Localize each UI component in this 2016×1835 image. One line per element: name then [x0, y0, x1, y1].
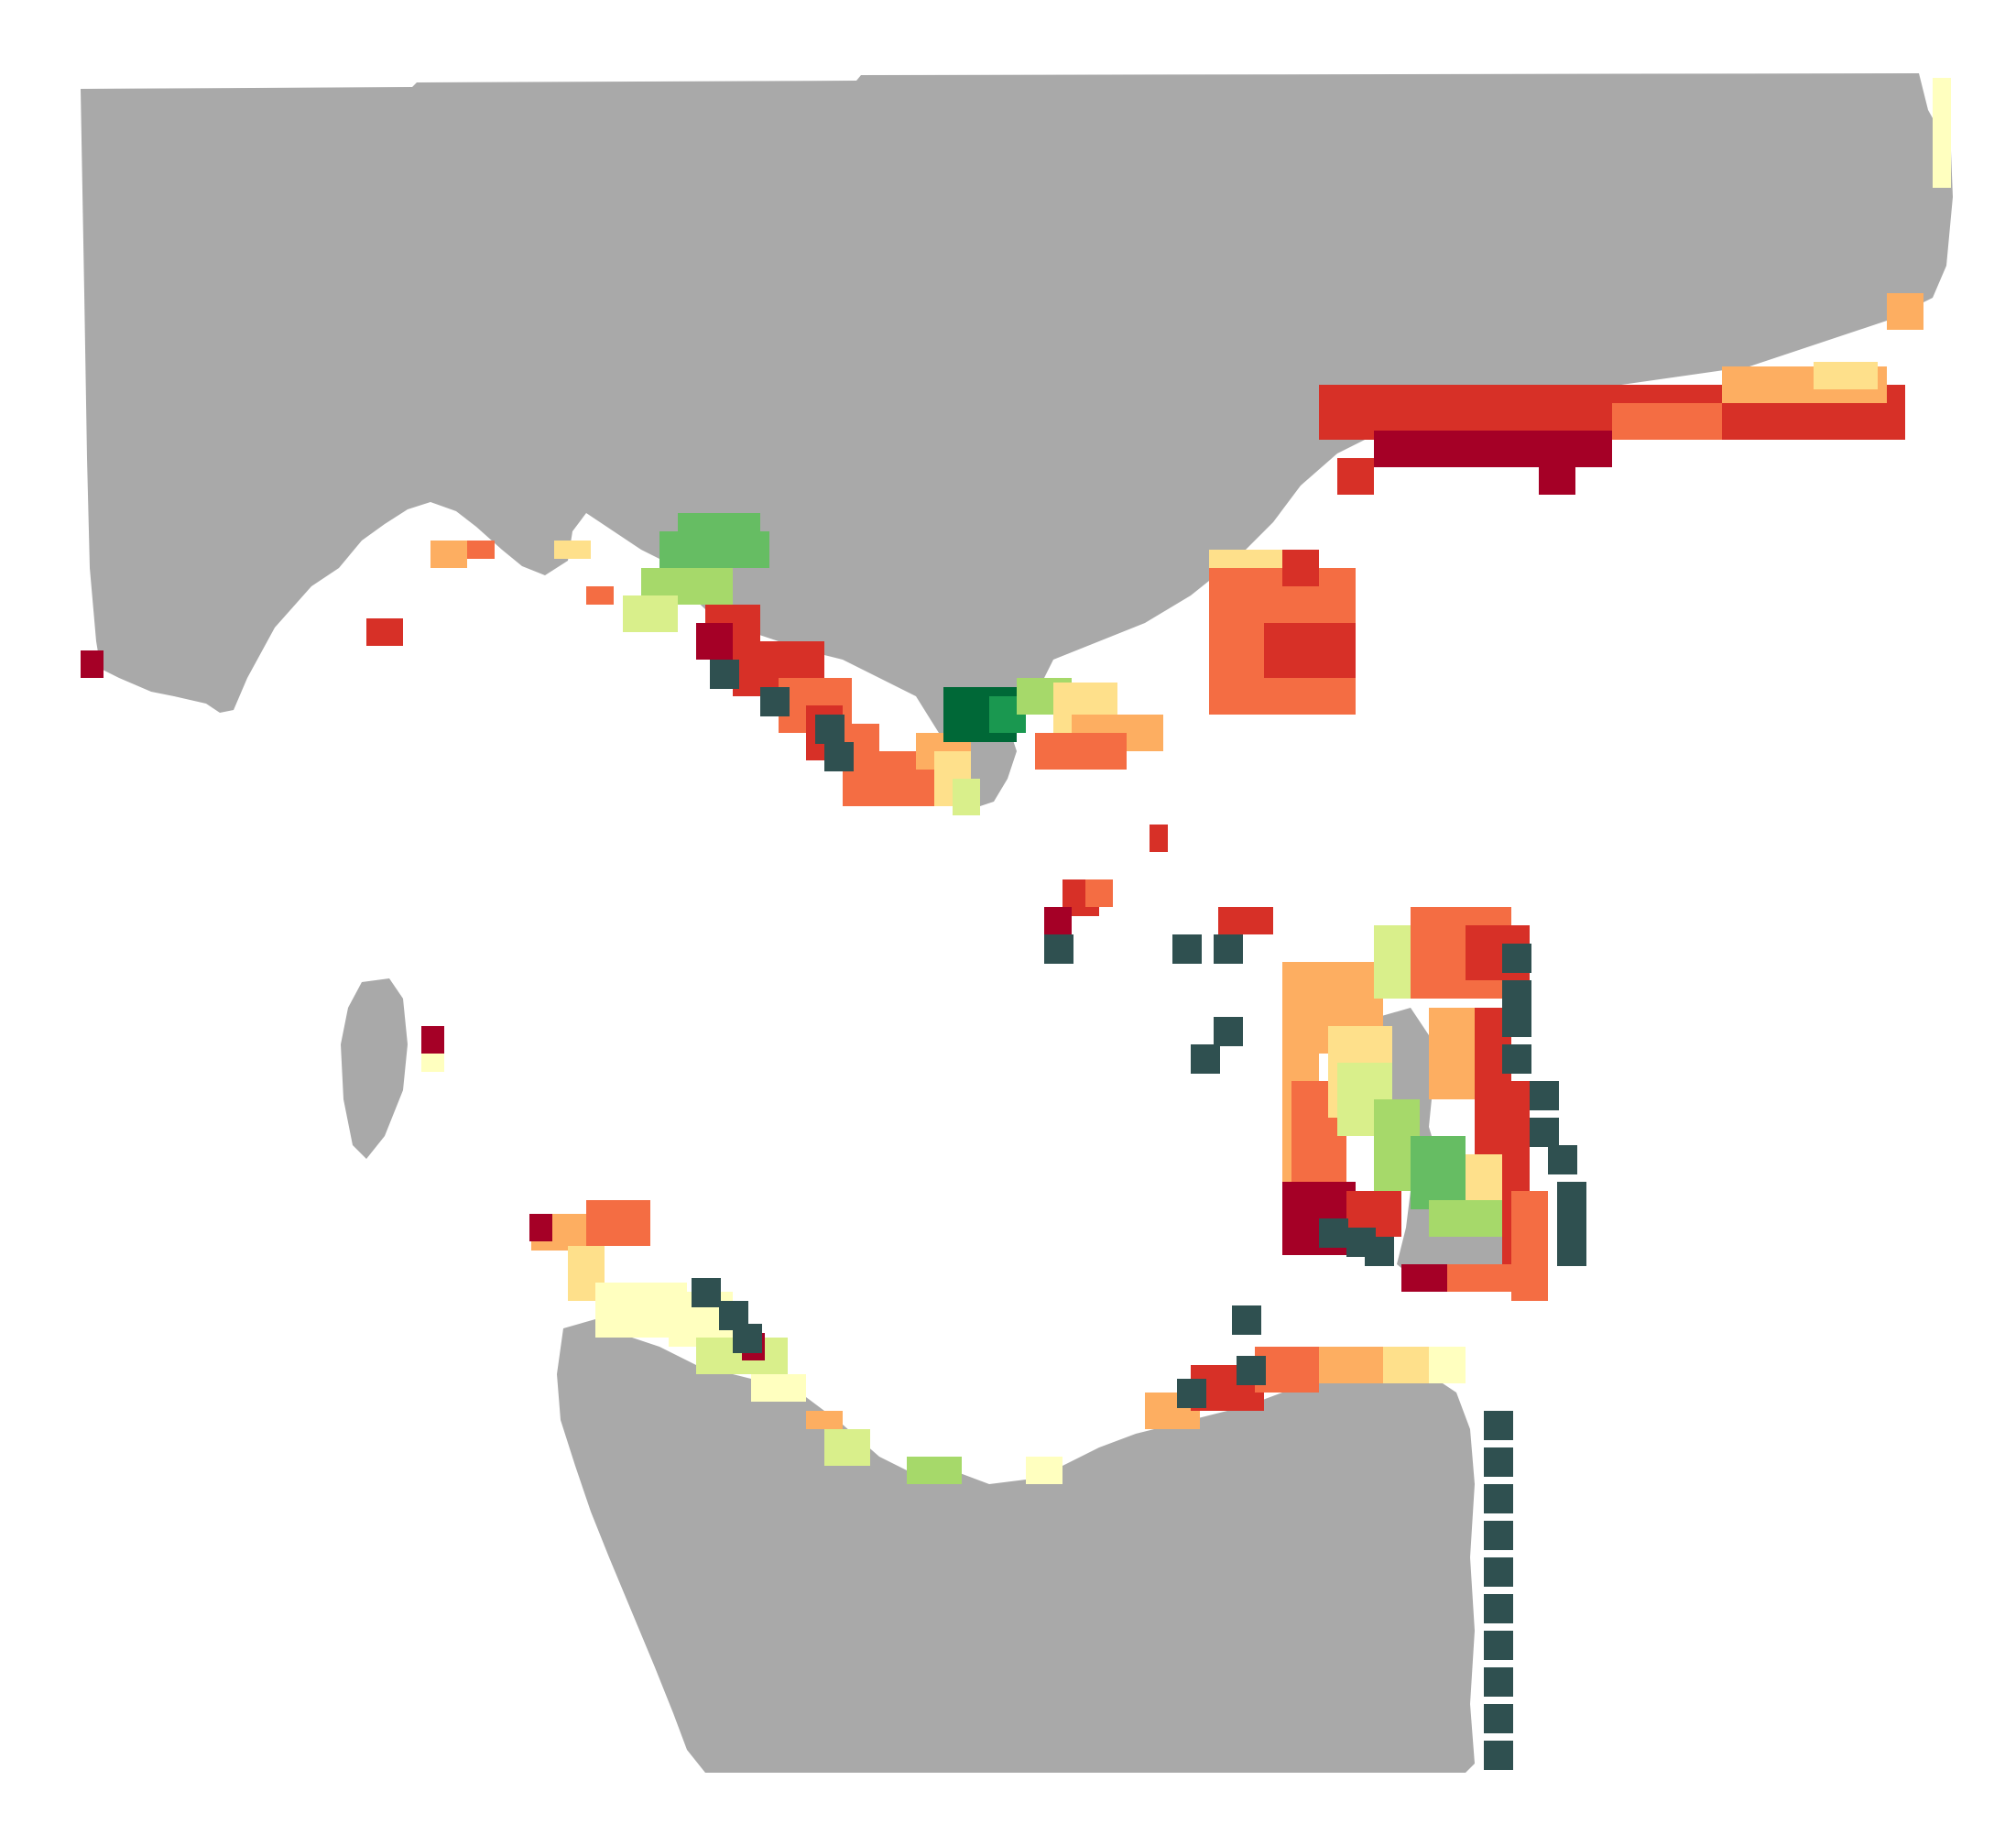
data-cell	[1085, 879, 1113, 907]
data-cell	[1429, 1347, 1466, 1383]
data-cell	[1319, 1347, 1383, 1383]
no-data-cell	[1502, 1008, 1531, 1037]
no-data-cell	[1237, 1356, 1266, 1385]
land-mainland-north	[81, 73, 1953, 797]
no-data-cell	[1484, 1447, 1513, 1477]
data-cell	[81, 650, 104, 678]
data-cell	[1539, 458, 1575, 495]
no-data-cell	[1502, 944, 1531, 973]
data-cell	[1411, 1136, 1466, 1209]
data-cell	[1150, 825, 1168, 852]
no-data-cell	[1484, 1521, 1513, 1550]
data-cell	[1282, 550, 1319, 586]
no-data-cell	[1484, 1411, 1513, 1440]
data-cell	[1612, 403, 1722, 440]
no-data-cell	[824, 742, 854, 771]
no-data-cell	[1484, 1484, 1513, 1513]
data-cell	[824, 1429, 870, 1466]
no-data-cell	[1530, 1118, 1559, 1147]
data-cell	[1814, 362, 1878, 389]
data-cell	[1447, 1264, 1539, 1292]
data-cell	[1053, 751, 1127, 770]
no-data-cell	[1177, 1379, 1206, 1408]
no-data-cell	[1484, 1741, 1513, 1770]
data-cell	[421, 1026, 444, 1054]
no-data-cell	[1214, 934, 1243, 964]
no-data-cell	[733, 1324, 762, 1353]
no-data-cell	[1214, 1017, 1243, 1046]
data-cell	[430, 541, 467, 568]
data-cells-layer	[81, 78, 1951, 1770]
land-south-island	[557, 1319, 1475, 1773]
data-cell	[1264, 623, 1356, 678]
data-cell	[529, 1214, 552, 1241]
data-cell	[421, 1054, 444, 1072]
no-data-cell	[1484, 1667, 1513, 1697]
no-data-cell	[1172, 934, 1202, 964]
data-cell	[953, 779, 980, 815]
no-data-cell	[1548, 1145, 1577, 1174]
no-data-cell	[815, 715, 845, 744]
no-data-cell	[710, 660, 739, 689]
data-cell	[907, 1457, 962, 1484]
data-cell	[696, 623, 733, 660]
land-small-west-island	[341, 978, 408, 1159]
no-data-cell	[1557, 1209, 1586, 1239]
no-data-cell	[1484, 1704, 1513, 1733]
no-data-cell	[1232, 1305, 1261, 1335]
data-cell	[1044, 907, 1072, 934]
no-data-cell	[1319, 1218, 1348, 1248]
data-cell	[1218, 907, 1273, 934]
data-cell	[678, 513, 760, 541]
data-cell	[751, 1374, 806, 1402]
data-cell	[1337, 458, 1374, 495]
no-data-cell	[1484, 1557, 1513, 1587]
data-cell	[366, 618, 403, 646]
data-cell	[1026, 1457, 1062, 1484]
no-data-cell	[1044, 934, 1073, 964]
no-data-cell	[1530, 1081, 1559, 1110]
data-cell	[1374, 431, 1612, 467]
data-cell	[554, 541, 591, 559]
no-data-cell	[1557, 1182, 1586, 1211]
data-cell	[806, 1411, 843, 1429]
data-cell	[586, 1200, 650, 1246]
data-cell	[1887, 293, 1923, 330]
no-data-cell	[1557, 1237, 1586, 1266]
no-data-cell	[1484, 1594, 1513, 1623]
data-cell	[467, 541, 495, 559]
no-data-cell	[1502, 980, 1531, 1010]
no-data-cell	[1191, 1044, 1220, 1074]
no-data-cell	[1365, 1237, 1394, 1266]
no-data-cell	[692, 1278, 721, 1307]
no-data-cell	[760, 687, 790, 716]
no-data-cell	[1502, 1044, 1531, 1074]
no-data-cell	[1484, 1631, 1513, 1660]
data-cell	[586, 586, 614, 605]
data-cell	[1429, 1200, 1502, 1237]
data-cell	[1401, 1264, 1447, 1292]
data-cell	[623, 595, 678, 632]
data-cell	[1933, 78, 1951, 188]
